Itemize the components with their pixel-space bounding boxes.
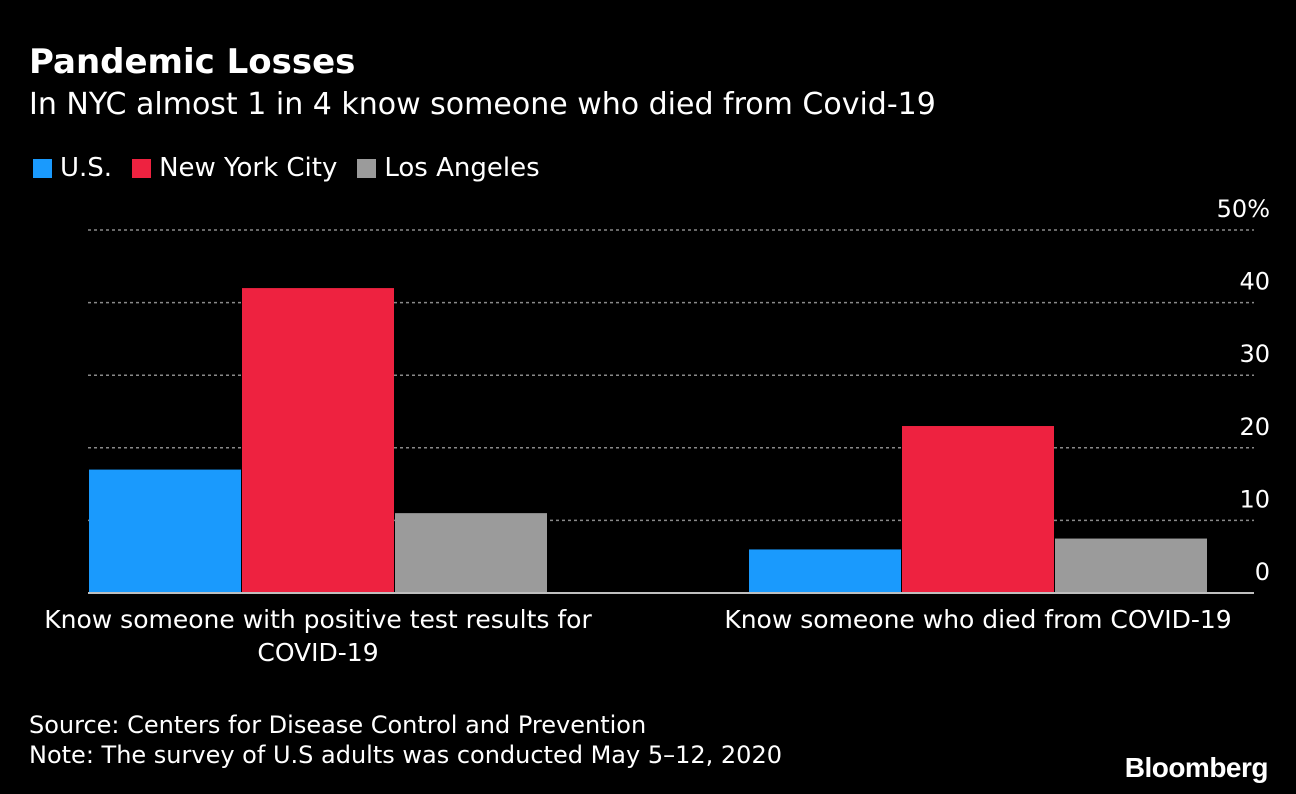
legend-swatch-la <box>357 158 377 178</box>
survey-note: Note: The survey of U.S adults was condu… <box>29 741 782 769</box>
legend-item-nyc: New York City <box>132 153 337 183</box>
bar-los-angeles-0 <box>395 513 547 593</box>
y-tick-label-40: 40 <box>1239 268 1270 296</box>
legend-label-nyc: New York City <box>159 153 338 183</box>
chart-legend: U.S. New York City Los Angeles <box>33 152 560 184</box>
category-label-1-line-0: Know someone who died from COVID-19 <box>724 605 1231 634</box>
category-label-0-line-1: COVID-19 <box>257 638 378 667</box>
legend-label-la: Los Angeles <box>384 153 540 183</box>
bar-new-york-city-0 <box>242 288 394 593</box>
y-tick-label-30: 30 <box>1239 340 1270 368</box>
legend-swatch-nyc <box>132 158 152 178</box>
bar-los-angeles-1 <box>1055 538 1207 593</box>
y-tick-label-20: 20 <box>1239 413 1270 441</box>
y-tick-label-50: 50% <box>1217 195 1270 223</box>
legend-item-us: U.S. <box>33 153 112 183</box>
bloomberg-logo: Bloomberg <box>1124 752 1269 783</box>
legend-swatch-us <box>33 158 52 178</box>
chart-title: Pandemic Losses <box>29 42 356 82</box>
bar-u-s--1 <box>749 549 901 593</box>
bar-new-york-city-1 <box>902 426 1054 593</box>
category-label-0-line-0: Know someone with positive test results … <box>44 605 592 634</box>
legend-label-us: U.S. <box>60 153 113 183</box>
source-note: Source: Centers for Disease Control and … <box>29 711 647 739</box>
bar-u-s--0 <box>89 469 241 593</box>
y-tick-label-0: 0 <box>1255 558 1270 586</box>
y-tick-label-10: 10 <box>1239 485 1270 513</box>
chart-subtitle: In NYC almost 1 in 4 know someone who di… <box>29 87 936 122</box>
legend-item-la: Los Angeles <box>357 153 540 183</box>
